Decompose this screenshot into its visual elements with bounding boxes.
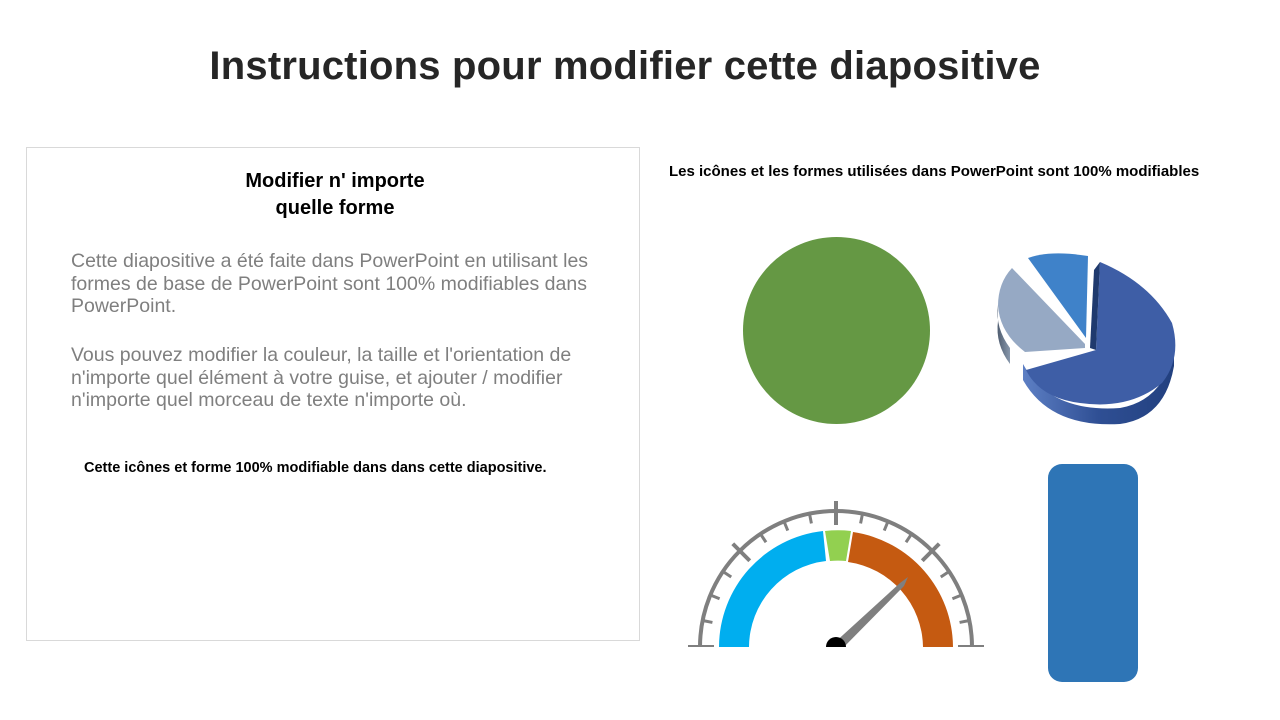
gauge-tick bbox=[951, 593, 963, 601]
panel-paragraph-2: Vous pouvez modifier la couleur, la tail… bbox=[71, 344, 572, 411]
pie-large-slice bbox=[1026, 262, 1176, 405]
gauge-green-segment bbox=[825, 530, 851, 561]
blue-rounded-rectangle-shape bbox=[1048, 464, 1138, 682]
gauge-needle bbox=[832, 577, 908, 651]
speedometer-gauge-icon bbox=[680, 501, 1000, 660]
panel-heading: Modifier n' importe quelle forme bbox=[27, 168, 641, 222]
gauge-tick bbox=[920, 542, 941, 563]
gauge-tick bbox=[702, 618, 713, 624]
gauge-tick bbox=[859, 513, 865, 524]
gauge-tick bbox=[959, 618, 970, 624]
pie-grey-slice-side bbox=[997, 305, 1010, 364]
gauge-tick bbox=[807, 513, 813, 524]
panel-heading-line2: quelle forme bbox=[275, 197, 395, 219]
gauge-tick bbox=[759, 533, 768, 544]
gauge-tick bbox=[731, 542, 752, 563]
gauge-tick bbox=[722, 570, 733, 579]
panel-paragraph-1: Cette diapositive a été faite dans Power… bbox=[71, 250, 589, 317]
pie-chart-3d-icon bbox=[997, 253, 1176, 425]
gauge-tick bbox=[904, 533, 913, 544]
pie-grey-slice bbox=[998, 268, 1085, 352]
panel-heading-line1: Modifier n' importe bbox=[245, 170, 425, 192]
panel-note: Cette icônes et forme 100% modifiable da… bbox=[84, 460, 547, 476]
gauge-tick bbox=[882, 520, 890, 532]
pie-light-slice bbox=[1028, 253, 1088, 338]
green-circle-shape bbox=[743, 237, 930, 424]
gauge-tick bbox=[782, 520, 790, 532]
shapes-caption: Les icônes et les formes utilisées dans … bbox=[669, 163, 1200, 180]
slide-title: Instructions pour modifier cette diaposi… bbox=[209, 44, 1041, 88]
gauge-tick bbox=[709, 593, 721, 601]
pie-large-slice-side bbox=[1023, 348, 1174, 425]
gauge-blue-segment bbox=[719, 531, 826, 647]
text-panel: Modifier n' importe quelle forme Cette d… bbox=[26, 147, 640, 641]
gauge-tick bbox=[939, 570, 950, 579]
